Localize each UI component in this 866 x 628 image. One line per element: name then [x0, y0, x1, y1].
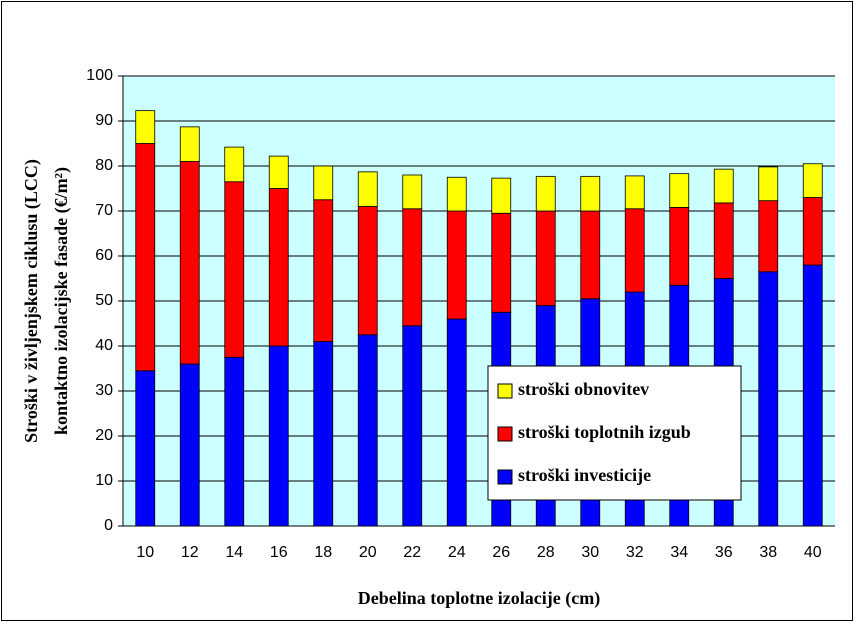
bar-segment [535, 210, 556, 306]
bar-segment [624, 208, 645, 293]
x-tick-label: 34 [670, 544, 688, 561]
x-tick-label: 10 [136, 544, 154, 561]
y-tick-label: 70 [95, 202, 113, 219]
legend-swatch [497, 426, 513, 442]
bar-segment [313, 199, 334, 342]
bar-segment [402, 325, 423, 527]
bar-segment [446, 176, 467, 212]
y-tick-label: 90 [95, 112, 113, 129]
bar-segment [268, 345, 289, 527]
y-tick-label: 80 [95, 157, 113, 174]
bar-segment [669, 173, 690, 208]
bar-segment [713, 202, 734, 279]
bar-segment [179, 363, 200, 527]
legend-swatch [497, 383, 513, 399]
y-tick-label: 50 [95, 292, 113, 309]
bar-segment [580, 210, 601, 300]
bar-segment [268, 188, 289, 347]
bar-segment [491, 212, 512, 313]
bar-segment [446, 210, 467, 320]
bar-segment [758, 200, 779, 273]
bar-segment [402, 208, 423, 327]
x-tick-label: 32 [626, 544, 644, 561]
bar-segment [135, 370, 156, 527]
bar-segment [402, 174, 423, 210]
y-tick-label: 0 [104, 517, 113, 534]
bar-segment [268, 155, 289, 189]
bar-segment [713, 168, 734, 204]
x-tick-label: 38 [759, 544, 777, 561]
bar-segment [357, 334, 378, 527]
bar-segment [357, 171, 378, 207]
bar-segment [224, 356, 245, 527]
x-axis-label: Debelina toplotne izolacije (cm) [358, 588, 600, 609]
bar-segment [624, 175, 645, 210]
bar-segment [802, 163, 823, 198]
bar-segment [802, 197, 823, 266]
x-tick-label: 12 [181, 544, 199, 561]
legend-box [487, 365, 742, 501]
bar-segment [669, 206, 690, 286]
bar-segment [491, 177, 512, 214]
legend-label: stroški toplotnih izgub [518, 422, 691, 442]
y-tick-label: 100 [86, 67, 113, 84]
bar-segment [446, 318, 467, 527]
x-tick-label: 24 [448, 544, 466, 561]
bar-segment [357, 206, 378, 336]
x-tick-label: 14 [225, 544, 243, 561]
y-tick-label: 30 [95, 382, 113, 399]
x-tick-label: 30 [581, 544, 599, 561]
legend-swatch [497, 469, 513, 485]
bar-segment [580, 175, 601, 212]
bar-segment [135, 143, 156, 372]
bar-segment [135, 110, 156, 144]
y-axis-label: Stroški v življenjskem ciklusu (LCC) [21, 159, 42, 443]
x-tick-label: 36 [715, 544, 733, 561]
x-tick-label: 28 [537, 544, 555, 561]
legend-label: stroški investicije [518, 465, 651, 485]
bar-segment [802, 264, 823, 527]
x-tick-label: 26 [492, 544, 510, 561]
y-tick-label: 10 [95, 472, 113, 489]
bar-segment [179, 126, 200, 162]
bar-segment [758, 166, 779, 202]
bar-segment [535, 175, 556, 212]
x-tick-label: 18 [314, 544, 332, 561]
x-tick-label: 22 [403, 544, 421, 561]
bar-segment [224, 181, 245, 358]
bar-segment [313, 341, 334, 527]
x-tick-label: 16 [270, 544, 288, 561]
y-tick-label: 60 [95, 247, 113, 264]
bar-segment [758, 271, 779, 527]
bar-segment [313, 165, 334, 201]
y-axis-label: kontaktno izolacijske fasade (€/m²) [51, 167, 72, 435]
bar-segment [224, 146, 245, 183]
y-tick-label: 20 [95, 427, 113, 444]
x-tick-label: 20 [359, 544, 377, 561]
bar-segment [179, 161, 200, 365]
y-tick-label: 40 [95, 337, 113, 354]
x-tick-label: 40 [804, 544, 822, 561]
legend-label: stroški obnovitev [518, 379, 649, 399]
